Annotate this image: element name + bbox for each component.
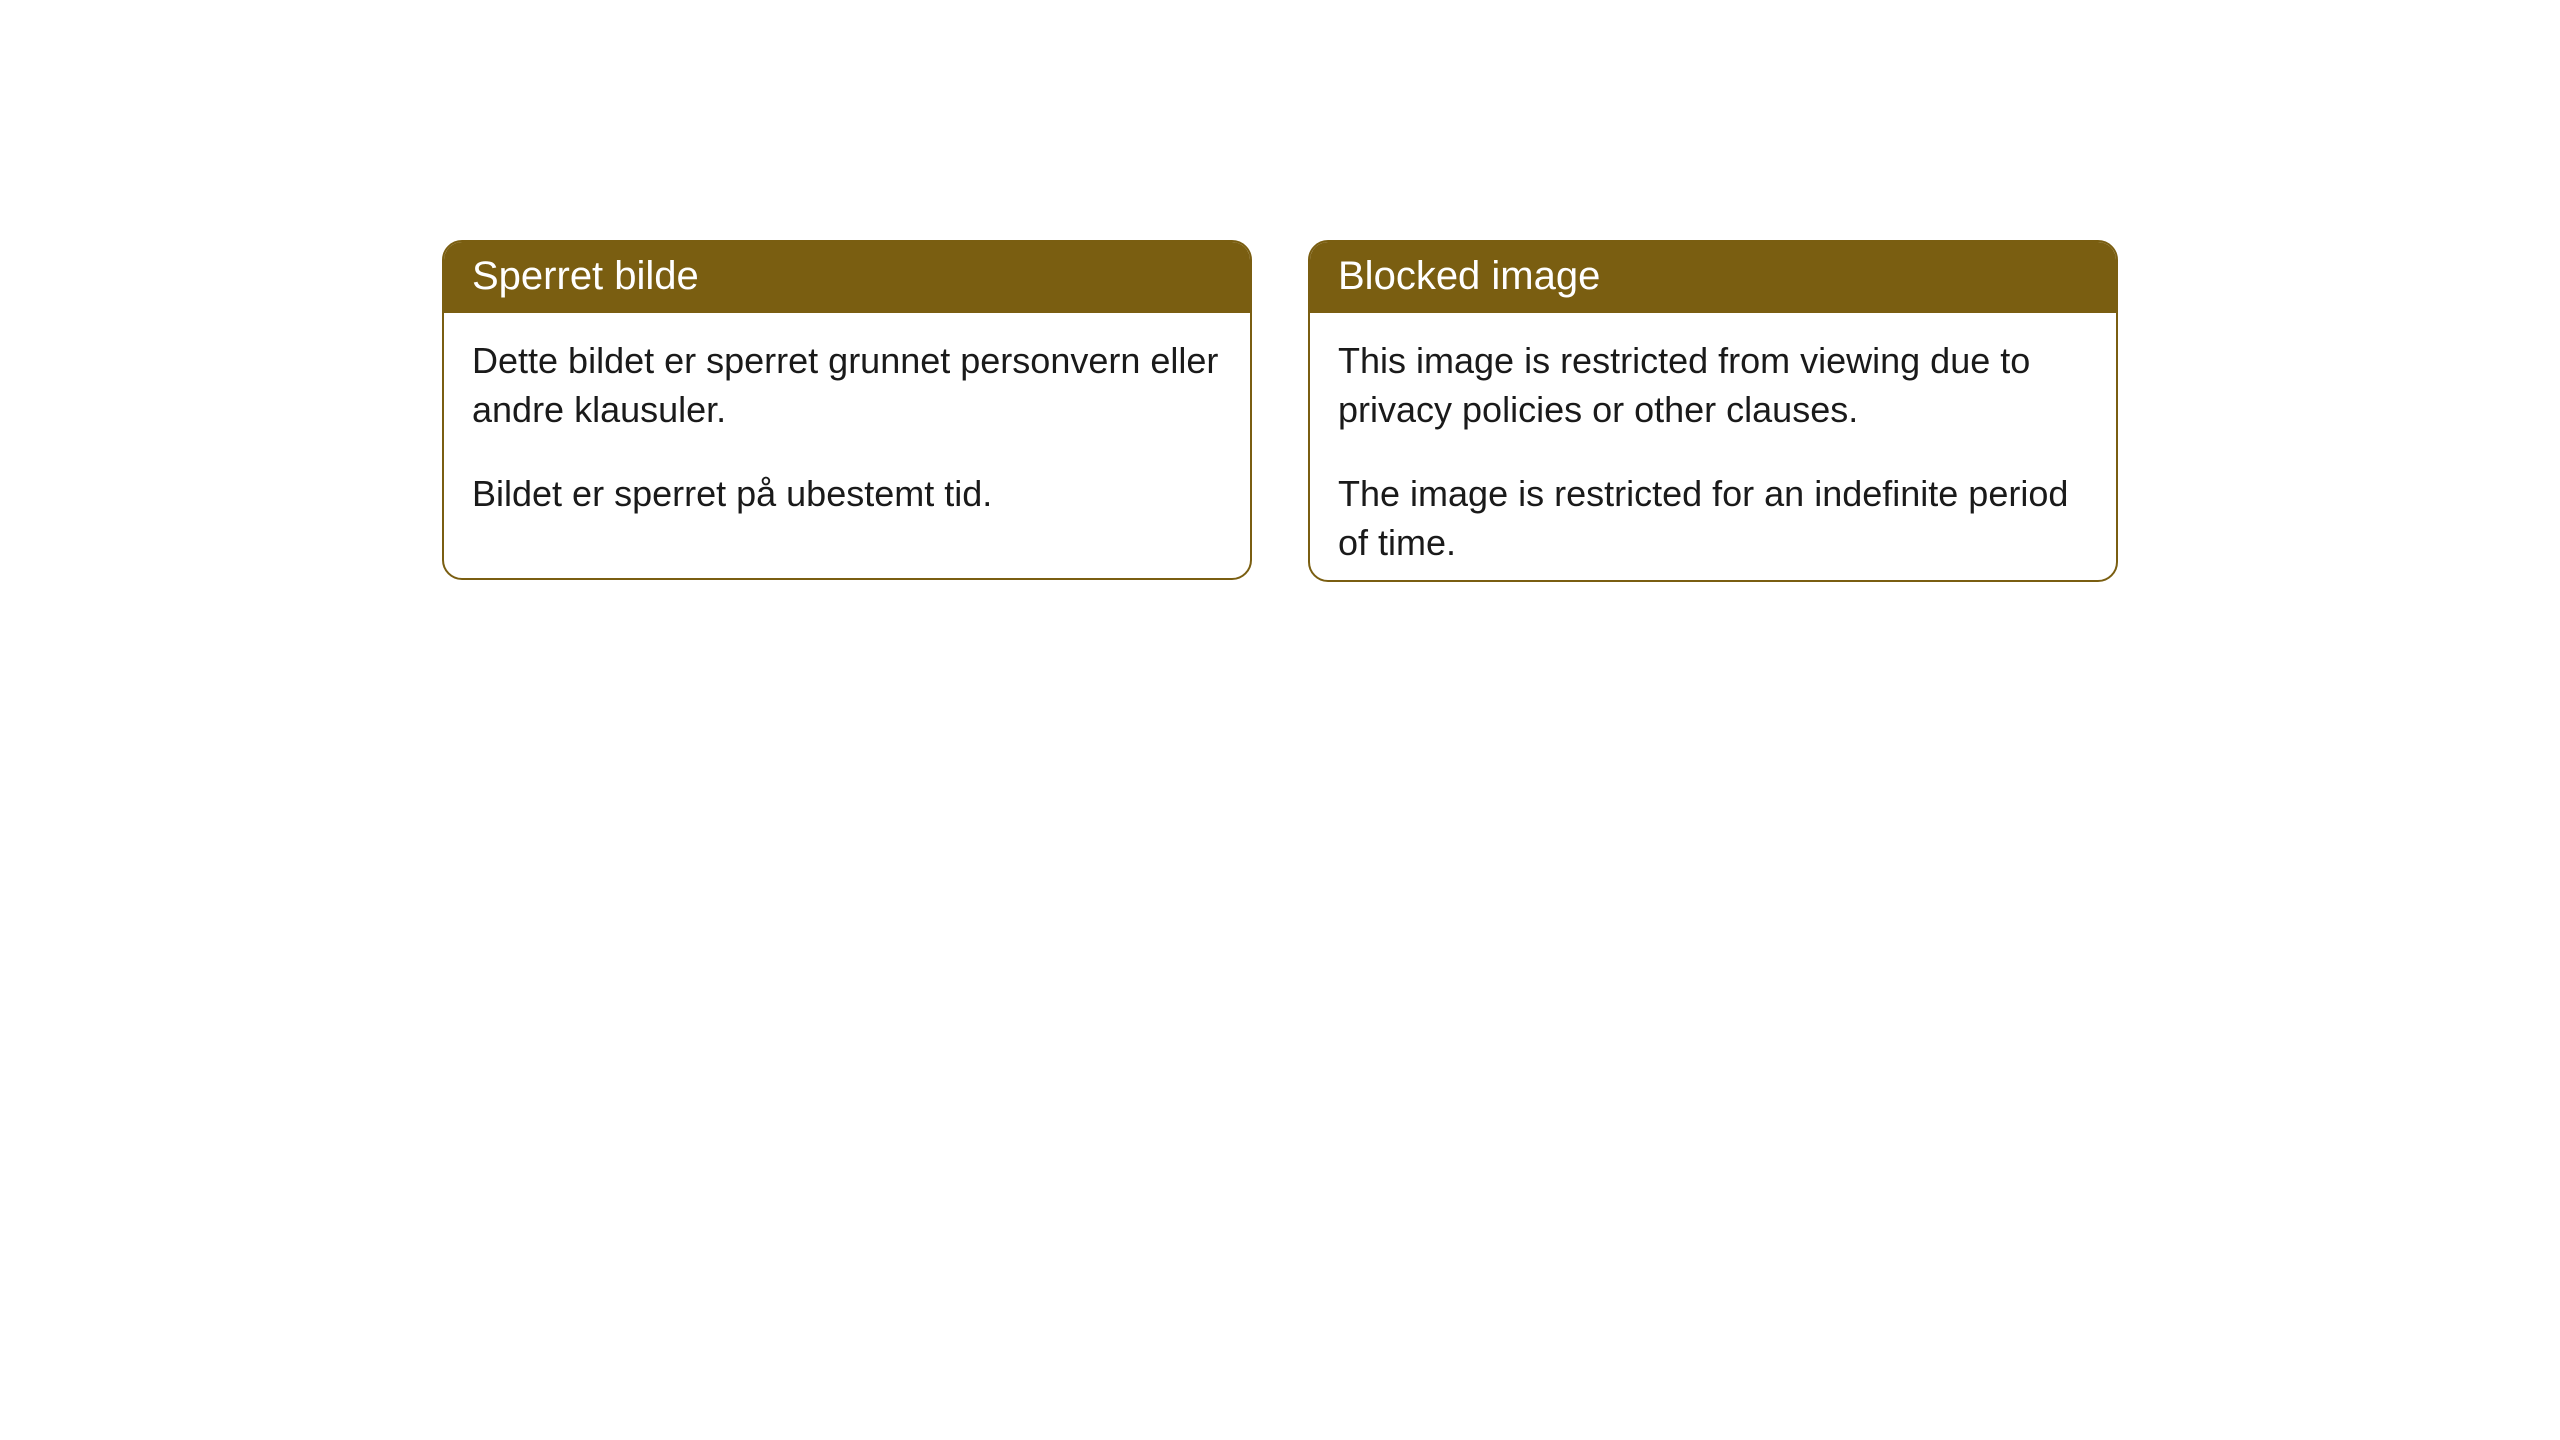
- blocked-image-card-english: Blocked image This image is restricted f…: [1308, 240, 2118, 582]
- card-body-english: This image is restricted from viewing du…: [1310, 313, 2116, 582]
- card-paragraph-2-norwegian: Bildet er sperret på ubestemt tid.: [472, 470, 1222, 519]
- card-header-norwegian: Sperret bilde: [444, 242, 1250, 313]
- card-paragraph-1-english: This image is restricted from viewing du…: [1338, 337, 2088, 434]
- card-body-norwegian: Dette bildet er sperret grunnet personve…: [444, 313, 1250, 559]
- card-paragraph-1-norwegian: Dette bildet er sperret grunnet personve…: [472, 337, 1222, 434]
- card-header-english: Blocked image: [1310, 242, 2116, 313]
- card-paragraph-2-english: The image is restricted for an indefinit…: [1338, 470, 2088, 567]
- cards-container: Sperret bilde Dette bildet er sperret gr…: [440, 240, 2120, 582]
- blocked-image-card-norwegian: Sperret bilde Dette bildet er sperret gr…: [442, 240, 1252, 580]
